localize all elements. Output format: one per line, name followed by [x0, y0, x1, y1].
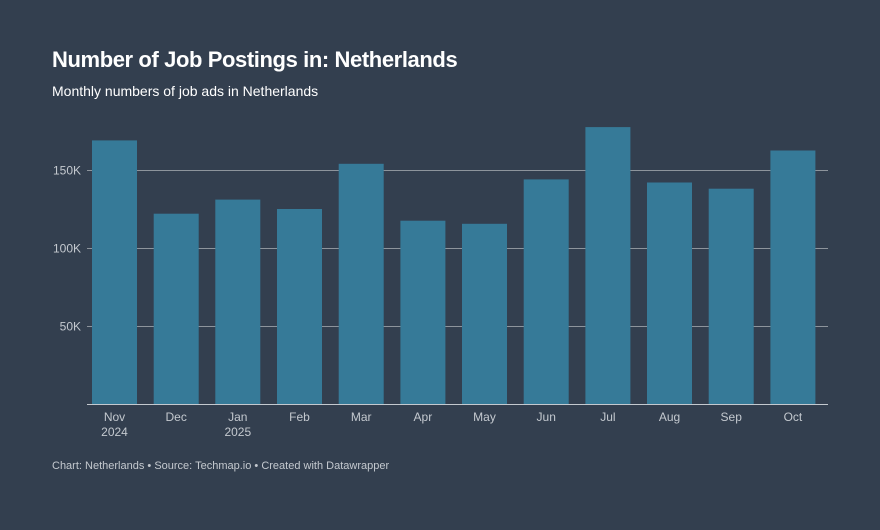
- footer-source: Source: Techmap.io: [154, 460, 252, 472]
- x-tick-label: Oct: [784, 410, 803, 424]
- bars: [92, 127, 816, 404]
- x-tick-label: Jul: [600, 410, 615, 424]
- bar: [523, 179, 569, 404]
- y-tick-label: 150K: [53, 164, 81, 178]
- x-tick-label: Feb: [289, 410, 310, 424]
- x-tick-label: Dec: [166, 410, 187, 424]
- footer-chart-label: Chart: Netherlands: [52, 460, 145, 472]
- bar: [338, 163, 384, 404]
- bar: [277, 209, 322, 404]
- bar: [153, 213, 199, 404]
- bar: [462, 223, 507, 404]
- y-axis-ticks: 50K 100K 150K: [53, 164, 81, 334]
- x-tick-label: Apr: [414, 410, 433, 424]
- chart-title: Number of Job Postings in: Netherlands: [52, 47, 458, 72]
- x-tick-label: May: [473, 410, 496, 424]
- x-tick-label: Aug: [659, 410, 680, 424]
- x-tick-sublabel: 2024: [101, 425, 128, 439]
- gridlines: [87, 170, 828, 327]
- bar: [400, 220, 446, 404]
- footer-separator: •: [254, 460, 259, 472]
- footer-credit: Created with Datawrapper: [261, 460, 390, 472]
- x-tick-label: Mar: [351, 410, 372, 424]
- bar: [770, 150, 816, 404]
- bar: [647, 182, 692, 404]
- footer-separator: •: [147, 460, 152, 472]
- x-tick-label: Jun: [537, 410, 556, 424]
- y-tick-label: 50K: [60, 320, 81, 334]
- bar: [585, 127, 631, 404]
- chart-subtitle: Monthly numbers of job ads in Netherland…: [52, 83, 319, 99]
- x-tick-label: Sep: [721, 410, 743, 424]
- y-tick-label: 100K: [53, 242, 81, 256]
- bar: [708, 188, 754, 404]
- x-tick-label: Nov: [104, 410, 125, 424]
- bar: [92, 140, 137, 404]
- chart-footer: Chart: Netherlands • Source: Techmap.io …: [52, 460, 389, 472]
- x-tick-label: Jan: [228, 410, 247, 424]
- bar: [215, 199, 261, 404]
- x-tick-sublabel: 2025: [224, 425, 251, 439]
